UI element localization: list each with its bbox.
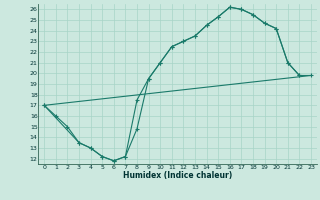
X-axis label: Humidex (Indice chaleur): Humidex (Indice chaleur): [123, 171, 232, 180]
